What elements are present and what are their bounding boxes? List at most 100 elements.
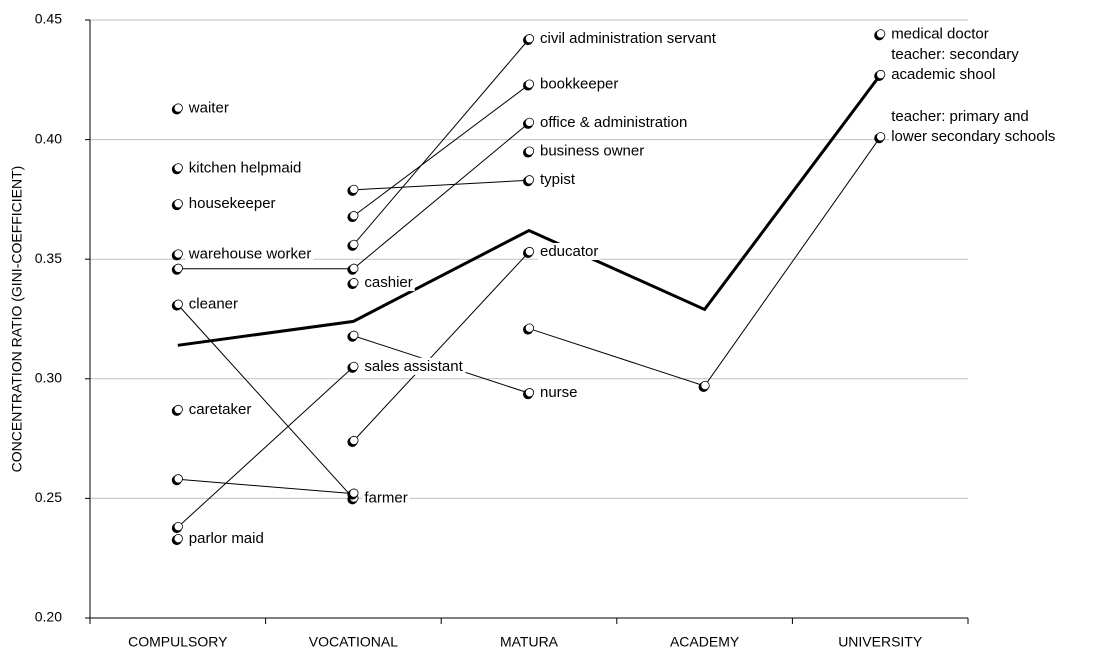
x-tick-label: UNIVERSITY [838, 634, 923, 650]
marker [349, 263, 359, 273]
marker [349, 184, 359, 194]
point-label: office & administration [540, 114, 687, 131]
marker [524, 79, 535, 89]
label-background [889, 128, 1058, 146]
y-tick-label: 0.45 [35, 11, 62, 27]
point-label: waiter [188, 99, 229, 116]
marker [173, 522, 183, 532]
label-background [889, 108, 1031, 126]
point-label: housekeeper [189, 195, 276, 212]
marker [524, 323, 535, 333]
marker [524, 117, 535, 127]
occupation-line [528, 136, 881, 387]
label-background [538, 30, 719, 48]
occupation-line [353, 251, 530, 442]
point-label: business owner [540, 143, 644, 160]
marker [349, 211, 359, 221]
label-background [889, 65, 998, 83]
x-tick-label: ACADEMY [670, 634, 740, 650]
point-label: educator [540, 243, 598, 260]
marker [173, 263, 183, 273]
point-label: civil administration servant [540, 30, 717, 47]
markers [171, 29, 886, 546]
occupation-line [177, 304, 354, 499]
occupation-line [177, 366, 354, 528]
marker [524, 34, 535, 44]
label-background [538, 171, 578, 189]
marker [876, 69, 886, 80]
point-label: lower secondary schools [891, 128, 1055, 145]
y-tick-label: 0.30 [35, 370, 62, 386]
label-background [362, 489, 410, 507]
y-axis-label: CONCENTRATION RATIO (GINI-COEFFICIENT) [9, 166, 25, 473]
label-background [538, 384, 580, 402]
marker [349, 435, 359, 446]
occupation-line [177, 478, 354, 495]
point-label: parlor maid [189, 530, 264, 547]
point-label: teacher: secondary [891, 46, 1019, 63]
marker [173, 249, 183, 259]
marker [524, 246, 535, 257]
marker [349, 361, 359, 371]
label-background [186, 400, 254, 418]
point-label: teacher: primary and [891, 108, 1029, 125]
marker [524, 175, 535, 185]
point-label: farmer [364, 489, 407, 506]
label-background [185, 245, 314, 263]
label-background [538, 242, 601, 260]
marker [876, 29, 886, 39]
point-label: warehouse worker [188, 245, 312, 262]
marker [173, 533, 183, 544]
occupation-line [353, 84, 530, 217]
y-tick-label: 0.40 [35, 130, 62, 146]
marker [173, 199, 183, 209]
label-background [889, 45, 1022, 63]
point-label: bookkeeper [540, 76, 618, 93]
x-tick-label: VOCATIONAL [309, 634, 398, 650]
point-label: medical doctor [891, 25, 989, 42]
axes: 0.20 0.25 0.30 0.35 0.40 0.45 COMPULSORY VOCATI… [35, 11, 969, 650]
point-label: caretaker [189, 401, 252, 418]
marker [524, 146, 535, 156]
label-background [186, 159, 304, 177]
marker [173, 404, 183, 414]
marker [876, 132, 886, 142]
marker [524, 388, 535, 398]
labels: waiter kitchen helpmaid housekeeper warehou… [185, 25, 1058, 548]
point-label: sales assistant [364, 358, 463, 375]
occupation-line [353, 179, 530, 191]
marker [173, 163, 183, 173]
point-label: cleaner [189, 296, 238, 313]
marker [349, 330, 359, 340]
label-background [186, 195, 278, 213]
marker [349, 239, 359, 249]
marker [173, 299, 183, 309]
point-label: academic shool [891, 66, 995, 83]
marker [173, 103, 183, 113]
label-background [186, 295, 241, 313]
label-background [362, 357, 466, 375]
label-background [362, 274, 415, 292]
point-label: cashier [364, 274, 412, 291]
label-background [538, 142, 647, 160]
x-tick-label: COMPULSORY [128, 634, 228, 650]
point-label: kitchen helpmaid [189, 159, 302, 176]
point-label: nurse [540, 384, 578, 401]
marker [349, 278, 359, 288]
mean-line [177, 74, 882, 347]
marker [173, 474, 183, 484]
y-tick-label: 0.25 [35, 489, 62, 505]
label-background [186, 530, 266, 548]
marker [700, 380, 710, 391]
x-tick-label: MATURA [500, 634, 559, 650]
lines [177, 38, 882, 528]
label-background [538, 113, 690, 131]
label-background [889, 25, 991, 43]
label-background [185, 99, 231, 117]
y-tick-label: 0.20 [35, 609, 62, 625]
y-tick-label: 0.35 [35, 250, 62, 266]
occupation-line [353, 38, 530, 246]
point-label: typist [540, 171, 576, 188]
marker [349, 488, 359, 498]
